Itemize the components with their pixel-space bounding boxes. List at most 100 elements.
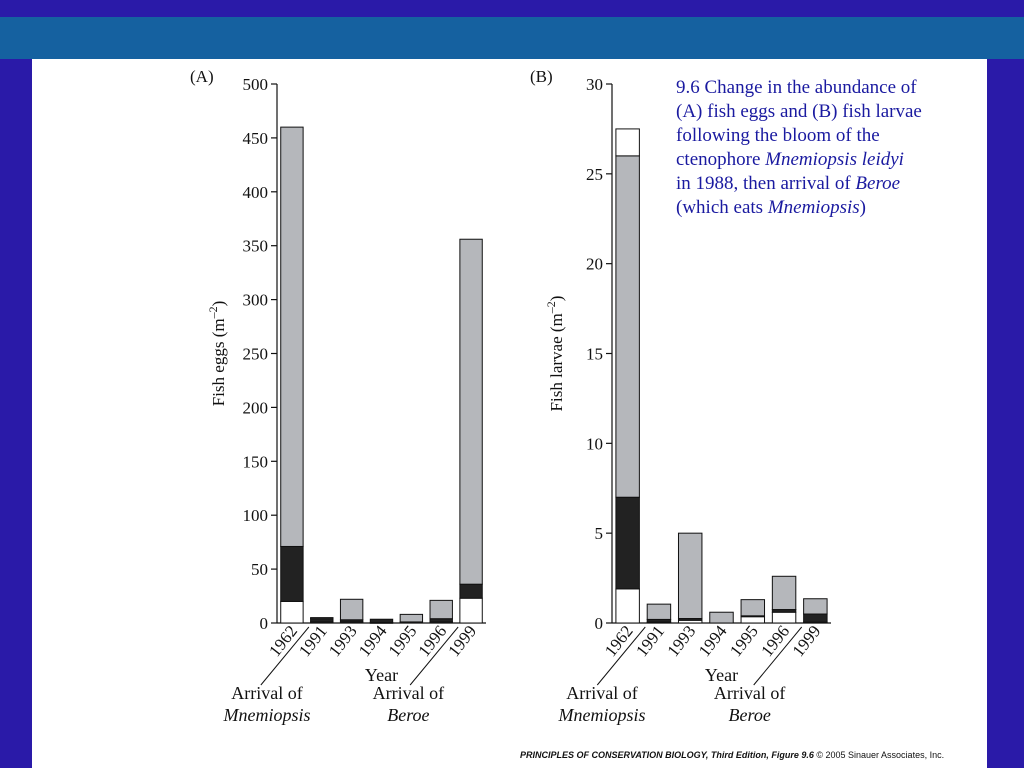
y-tick-label: 500 [243,75,269,94]
y-tick-label: 5 [595,524,604,543]
y-tick-label: 450 [243,129,269,148]
figure-credit: PRINCIPLES OF CONSERVATION BIOLOGY, Thir… [520,750,944,760]
annotation-text: Arrival of [373,683,444,703]
y-axis-label-text: Fish larvae (m [547,313,566,411]
caption-text: ctenophore [676,149,766,170]
x-tick-label: 1991 [632,622,668,660]
annotation-text: Arrival of [231,683,302,703]
bar-segment-1999 [459,583,483,599]
bar-segment-1995 [740,616,766,624]
bar-segment-1962 [615,128,640,157]
x-tick-label: 1962 [265,622,301,660]
x-axis-label: Year [365,665,398,685]
y-tick-label: 100 [243,506,269,525]
bar-segment-1991 [646,603,672,620]
y-tick-label: 350 [243,237,269,256]
bar-segment-1995 [740,599,766,617]
panel-label: (B) [530,67,553,86]
y-tick-label: 200 [243,398,269,417]
caption-text: ) [859,197,866,218]
x-tick-label: 1995 [726,622,762,660]
bar-segment-1962 [280,600,304,624]
x-tick-label: 1999 [444,622,480,660]
x-tick-label: 1993 [325,622,361,660]
caption-species: Mnemiopsis leidyi [765,149,904,170]
y-tick-label: 250 [243,345,269,364]
annotation-text: Arrival of [566,683,637,703]
y-axis-label-text: Fish eggs (m [209,318,228,406]
caption-line: in 1988, then arrival of Beroe [676,172,976,196]
x-tick-label: 1999 [789,622,825,660]
x-tick-label: 1993 [663,622,699,660]
period-divider [260,626,310,686]
bar-segment-1993 [339,598,364,621]
bar-segment-1962 [615,588,640,624]
bar-segment-1991 [310,617,334,620]
bar-segment-1996 [771,611,797,624]
caption-text: (which eats [676,197,768,218]
period-divider [753,626,803,686]
bar-segment-1996 [771,575,797,611]
bar-segment-1962 [615,496,640,590]
y-tick-label: 25 [586,165,603,184]
caption-line: 9.6 Change in the abundance of [676,77,917,98]
chart-panel-a: (A) 0 50 100 150 200 250 300 350 400 450 500 Fish eg… [190,67,486,725]
bar-segment-1999 [803,613,828,623]
x-tick-label: 1996 [414,622,450,660]
caption-line: following the bloom of the [676,125,880,146]
annotation-text: Arrival of [714,683,785,703]
y-axis-label-text: ) [547,296,566,302]
y-tick-label: 30 [586,75,603,94]
x-tick-label: 1995 [385,622,421,660]
bar-segment-1962 [615,155,640,498]
bar-segment-1999 [803,598,828,615]
y-tick-label: 400 [243,183,269,202]
caption-line: (A) fish eggs and (B) fish larvae [676,101,922,122]
credit-copyright: © 2005 Sinauer Associates, Inc. [816,750,945,760]
y-tick-label: 0 [595,614,604,633]
x-tick-label: 1991 [295,622,331,660]
annotation-species: Beroe [387,705,429,725]
credit-title: PRINCIPLES OF CONSERVATION BIOLOGY, Thir… [520,750,814,760]
y-tick-label: 300 [243,291,269,310]
y-axis-label-sup: –2 [544,301,558,314]
bar-segment-1994 [709,611,734,624]
x-tick-label: 1994 [355,621,391,660]
panel-label: (A) [190,67,214,86]
period-divider [596,626,646,686]
x-axis-label: Year [705,665,738,685]
bar-segment-1962 [280,126,304,547]
x-tick-label: 1996 [757,622,793,660]
chart-panel-b: (B) 0 5 10 15 20 25 30 Fish larvae (m–2) 19621991… [530,67,831,725]
x-tick-label: 1994 [695,621,731,660]
annotation-species: Beroe [729,705,771,725]
annotation-species: Mnemiopsis [223,705,311,725]
top-band [0,17,1024,59]
y-tick-label: 10 [586,434,603,453]
caption-species: Mnemiopsis [767,197,860,218]
annotation-species: Mnemiopsis [558,705,646,725]
y-tick-label: 0 [260,614,269,633]
caption-line: ctenophore Mnemiopsis leidyi [676,148,976,172]
bar-segment-1993 [677,532,703,620]
figure-caption: 9.6 Change in the abundance of (A) fish … [676,76,976,220]
slide-content [32,59,987,768]
bar-segment-1996 [429,599,453,620]
caption-line: (which eats Mnemiopsis) [676,196,976,220]
y-axis-label: Fish eggs (m–2) [206,301,228,407]
bar-segment-1995 [399,613,424,623]
period-divider [409,626,459,686]
caption-species: Beroe [855,173,901,194]
bar-segment-1962 [280,545,304,602]
y-tick-label: 20 [586,255,603,274]
x-tick-label: 1962 [601,622,637,660]
y-tick-label: 15 [586,345,603,364]
caption-text: in 1988, then arrival of [676,173,856,194]
y-axis-label-text: ) [209,301,228,307]
y-tick-label: 150 [243,452,269,471]
bar-segment-1999 [459,597,483,624]
y-axis-label-sup: –2 [206,306,220,319]
y-axis-label: Fish larvae (m–2) [544,296,566,412]
bar-segment-1994 [369,618,394,623]
